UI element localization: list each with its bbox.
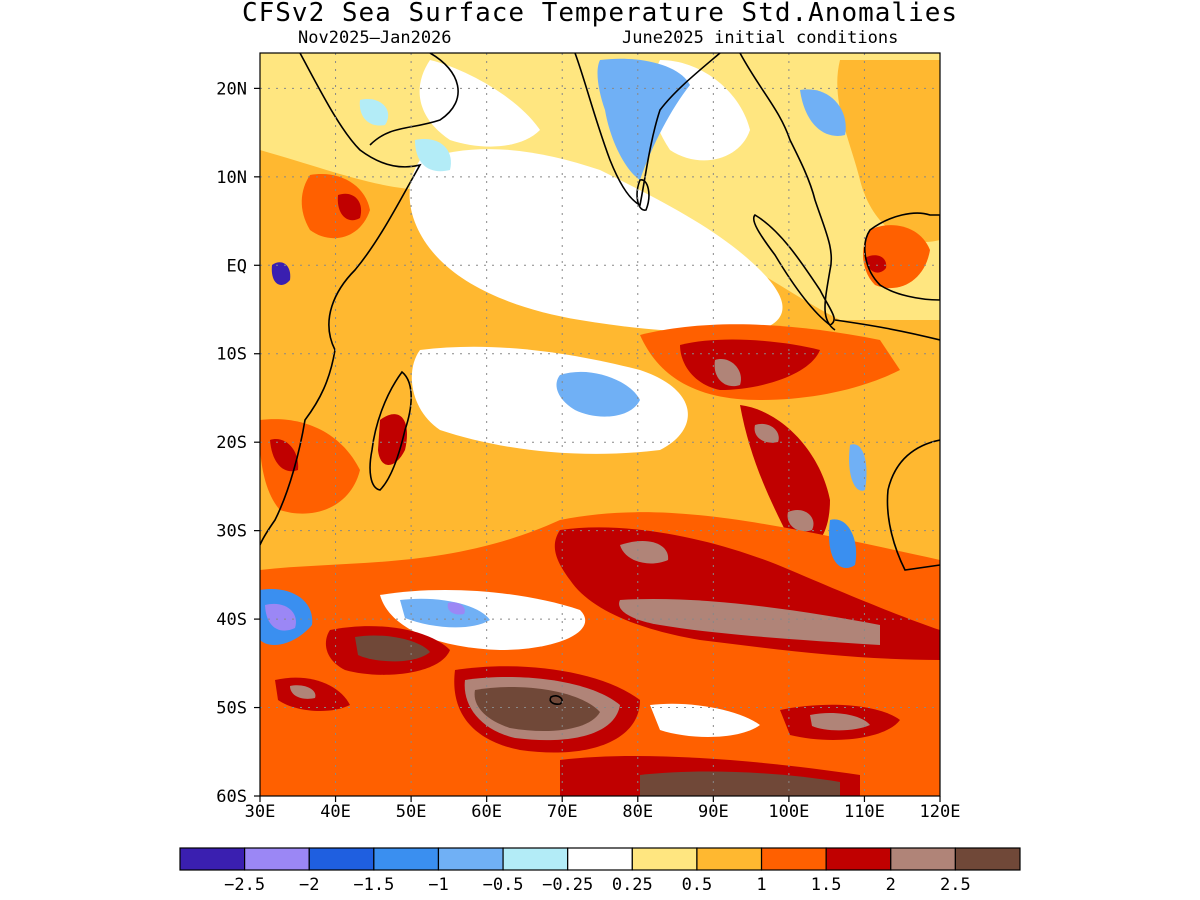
field-central-white (411, 346, 688, 454)
lon-tick-label: 50E (396, 802, 427, 822)
lat-tick-label: 20N (216, 79, 247, 99)
kerguelen-coastline (549, 695, 563, 705)
india-coastline (574, 53, 721, 207)
lon-tick-label: 80E (622, 802, 653, 822)
field-eq-blue (271, 262, 291, 285)
field-south-brown2 (620, 540, 669, 564)
lat-tick-label: 30S (216, 522, 247, 542)
lat-tick-label: EQ (227, 256, 247, 276)
lon-tick-label: 40E (320, 802, 351, 822)
colorbar-swatch (760, 847, 827, 871)
colorbar-swatch (308, 847, 375, 871)
field-s-white-patch (650, 703, 760, 737)
java-coastline (834, 319, 940, 341)
colorbar-swatch (502, 847, 569, 871)
forecast-period: Nov2025–Jan2026 (298, 28, 452, 48)
colorbar-label: −2 (299, 875, 319, 895)
colorbar-label: −1.5 (353, 875, 394, 895)
coastlines (260, 53, 940, 705)
lon-tick-label: 110E (844, 802, 885, 822)
field-diag-brown2 (787, 510, 814, 532)
field-s-darkbrown-2 (474, 686, 600, 732)
colorbar-label: 2 (886, 875, 896, 895)
field-burma-blue (800, 89, 846, 136)
lon-tick-label: 70E (547, 802, 578, 822)
colorbar-swatch (244, 847, 310, 871)
colorbar-swatch (696, 847, 763, 871)
field-somali-red (337, 193, 362, 221)
field-north-white (409, 149, 783, 332)
colorbar-label: 2.5 (940, 875, 971, 895)
lon-tick-label: 60E (471, 802, 502, 822)
lon-tick-label: 30E (245, 802, 276, 822)
field-south-blue (400, 598, 490, 628)
srilanka-coastline (636, 179, 650, 211)
sumatra-coastline (753, 213, 835, 326)
borneo-coastline (864, 212, 940, 301)
australia-coastline (886, 439, 940, 571)
lon-tick-label: 90E (698, 802, 729, 822)
field-s-brown-bottom (640, 771, 840, 796)
seasia-coastline (739, 53, 836, 331)
colorbar-label: 0.5 (682, 875, 713, 895)
field-e-blue (829, 519, 857, 568)
colorbar-swatch (437, 847, 504, 871)
lat-tick-label: 20S (216, 433, 247, 453)
field-india-blue (597, 58, 690, 180)
arabia-coastline (369, 53, 459, 146)
axis-ticks: 30E 40E 50E 60E 70E 80E 90E 100E 110E 120E 20N 10N E… (216, 79, 960, 822)
colorbar-label: 1 (756, 875, 766, 895)
colorbar: −2.5 −2 −1.5 −1 −0.5 −0.25 0.25 0.5 1 1.5 2 2.5 (179, 847, 1021, 895)
initial-conditions: June2025 initial conditions (622, 28, 899, 48)
graticule (260, 53, 940, 796)
colorbar-label: −0.5 (483, 875, 524, 895)
field-arab-lightblue (359, 99, 389, 126)
field-s-brown-4 (810, 713, 870, 731)
colorbar-label: 0.25 (612, 875, 653, 895)
colorbar-label: −1 (428, 875, 448, 895)
colorbar-swatch (954, 847, 1021, 871)
lat-tick-label: 60S (216, 787, 247, 807)
field-java-brown (714, 359, 741, 387)
colorbar-label: −0.25 (542, 875, 593, 895)
map-title: CFSv2 Sea Surface Temperature Std.Anomal… (241, 0, 959, 28)
map-frame (259, 52, 941, 797)
lon-tick-label: 120E (920, 802, 961, 822)
field-diag-brown1 (754, 423, 779, 443)
lat-tick-label: 10S (216, 345, 247, 365)
colorbar-label: −2.5 (224, 875, 265, 895)
lon-tick-label: 100E (768, 802, 809, 822)
field-java-red (680, 339, 820, 390)
africa-coastline (260, 53, 422, 546)
field-mada-red (270, 439, 299, 472)
colorbar-swatch (825, 847, 892, 871)
lat-tick-label: 10N (216, 168, 247, 188)
field-south-brown-band (619, 599, 880, 645)
field-ne-deep (863, 225, 930, 289)
madagascar-coastline (369, 370, 412, 491)
colorbar-label: 1.5 (811, 875, 842, 895)
field-ne-orange (837, 60, 940, 242)
field-arabian-white (419, 60, 540, 147)
colorbar-swatch (631, 847, 698, 871)
colorbar-swatch (179, 847, 246, 871)
field-diag-red (740, 405, 830, 548)
anomaly-field (260, 53, 940, 796)
field-ne-red (865, 255, 887, 273)
field-central-blue (556, 371, 640, 417)
field-arab-lightblue2 (415, 139, 451, 172)
colorbar-swatch (373, 847, 440, 871)
field-sw-purple (265, 603, 296, 631)
field-e-lightblue (849, 444, 867, 491)
field-s-brown-3 (290, 685, 316, 699)
field-south-purple (447, 602, 465, 615)
colorbar-swatch (890, 847, 956, 871)
lat-tick-label: 40S (216, 610, 247, 630)
lat-tick-label: 50S (216, 699, 247, 719)
colorbar-swatch (567, 847, 633, 871)
